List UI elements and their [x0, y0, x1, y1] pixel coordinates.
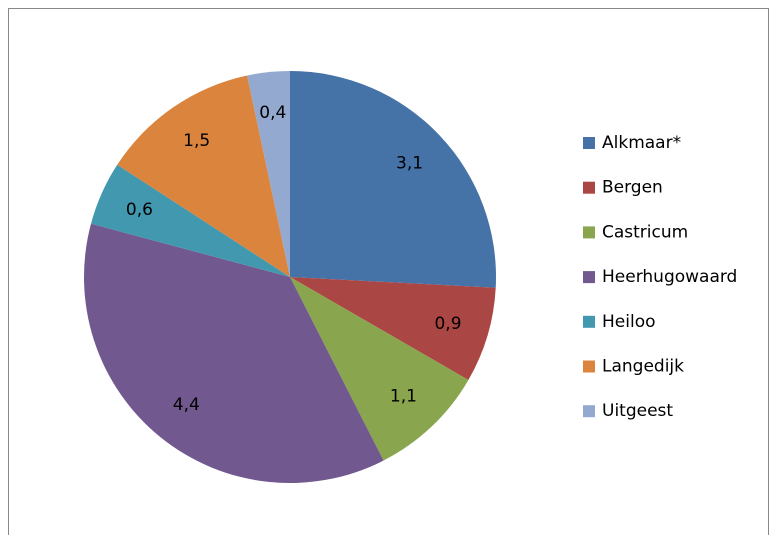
pie-slice	[247, 71, 290, 277]
data-label: 0,9	[434, 314, 461, 334]
data-label: 0,6	[126, 200, 153, 220]
legend-label: Heerhugowaard	[602, 267, 737, 287]
data-label: 0,4	[259, 103, 286, 123]
legend-label: Bergen	[602, 178, 663, 198]
chart-frame	[8, 8, 769, 535]
data-label: 4,4	[173, 395, 200, 415]
legend-label: Uitgeest	[602, 401, 673, 421]
pie-slice	[83, 223, 384, 484]
data-label: 1,1	[390, 387, 417, 407]
legend-swatch	[583, 226, 595, 239]
pie-slice	[290, 277, 469, 461]
pie-slice	[290, 71, 496, 288]
legend-swatch	[583, 271, 595, 284]
legend-label: Castricum	[602, 222, 688, 242]
pie-slice	[290, 277, 496, 380]
legend-swatch	[583, 181, 595, 194]
data-label: 1,5	[183, 131, 210, 151]
legend-swatch	[583, 315, 595, 328]
pie-slice	[117, 75, 291, 278]
legend-swatch	[583, 360, 595, 373]
legend-label: Langedijk	[602, 357, 684, 377]
data-label: 3,1	[396, 154, 423, 174]
legend-label: Alkmaar*	[602, 133, 681, 153]
legend-swatch	[583, 405, 595, 418]
legend-label: Heiloo	[602, 312, 656, 332]
legend-swatch	[583, 137, 595, 149]
pie-slice	[91, 164, 290, 277]
